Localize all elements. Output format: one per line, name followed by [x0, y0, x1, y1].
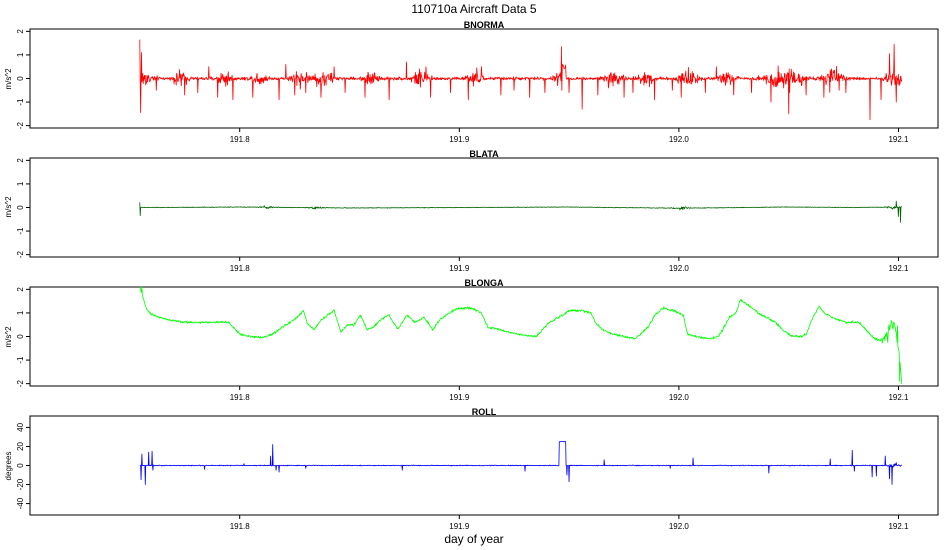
y-tick-label: -1: [16, 356, 25, 364]
x-tick-label: 192.0: [669, 393, 690, 402]
y-tick-label: 2: [16, 287, 25, 292]
x-tick-label: 191.8: [230, 393, 251, 402]
y-tick-label: 40: [16, 422, 25, 431]
y-tick-label: 0: [16, 463, 25, 468]
x-tick-label: 192.0: [669, 264, 690, 273]
y-axis-label: m/s^2: [4, 68, 13, 90]
y-tick-label: -1: [16, 98, 25, 106]
x-tick-label: 191.9: [449, 393, 470, 402]
y-axis-label: m/s^2: [4, 326, 13, 348]
series-line: [139, 286, 903, 385]
x-tick-label: 191.8: [230, 264, 251, 273]
panel-title: ROLL: [472, 407, 497, 417]
x-tick-label: 192.1: [888, 522, 909, 531]
panel-bnorma: BNORMA m/s^2 191.8 191.9 192.0 192.1 -2 -1 0 1 2: [4, 20, 939, 144]
x-tick-label: 192.1: [888, 264, 909, 273]
x-tick-label: 192.1: [888, 135, 909, 144]
panel-title: BLONGA: [465, 278, 504, 288]
panel-blonga: BLONGA m/s^2 191.8 191.9 192.0 192.1 -2 -1 0 1 2: [4, 278, 939, 402]
y-axis-label: degrees: [4, 452, 13, 481]
y-tick-label: -2: [16, 122, 25, 130]
y-tick-label: -40: [16, 497, 25, 509]
x-tick-label: 192.1: [888, 393, 909, 402]
y-tick-label: 20: [16, 441, 25, 450]
y-tick-label: 2: [16, 158, 25, 163]
x-tick-label: 191.8: [230, 135, 251, 144]
y-tick-label: 1: [16, 52, 25, 57]
x-tick-label: 192.0: [669, 135, 690, 144]
series-line: [139, 440, 902, 485]
panel-title: BLATA: [469, 149, 499, 159]
series-line: [139, 39, 903, 121]
axis-ticks: 191.8 191.9 192.0 192.1 -2 -1 0 1 2: [16, 158, 909, 273]
y-tick-label: 1: [16, 310, 25, 315]
y-tick-label: 0: [16, 334, 25, 339]
figure-xlabel: day of year: [444, 532, 503, 546]
series-line: [139, 200, 902, 223]
panel-roll: ROLL degrees 191.8 191.9 192.0 192.1 -40 -20 0…: [4, 407, 939, 531]
x-tick-label: 192.0: [669, 522, 690, 531]
figure-title: 110710a Aircraft Data 5: [411, 2, 537, 16]
y-tick-label: -1: [16, 227, 25, 235]
y-tick-label: 1: [16, 181, 25, 186]
y-axis-label: m/s^2: [4, 196, 13, 218]
x-tick-label: 191.9: [449, 264, 470, 273]
y-tick-label: 0: [16, 205, 25, 210]
axis-ticks: 191.8 191.9 192.0 192.1 -2 -1 0 1 2: [16, 287, 909, 402]
x-tick-label: 191.9: [449, 135, 470, 144]
y-tick-label: -2: [16, 380, 25, 388]
y-tick-label: -2: [16, 251, 25, 259]
panel-blata: BLATA m/s^2 191.8 191.9 192.0 192.1 -2 -1 0 1 2: [4, 149, 939, 273]
y-tick-label: 2: [16, 29, 25, 34]
axis-ticks: 191.8 191.9 192.0 192.1 -2 -1 0 1 2: [16, 29, 909, 144]
y-tick-label: -20: [16, 478, 25, 490]
x-tick-label: 191.8: [230, 522, 251, 531]
y-tick-label: 0: [16, 76, 25, 81]
x-tick-label: 191.9: [449, 522, 470, 531]
axis-ticks: 191.8 191.9 192.0 192.1 -40 -20 0 20 40: [16, 422, 909, 531]
panel-title: BNORMA: [464, 20, 505, 30]
